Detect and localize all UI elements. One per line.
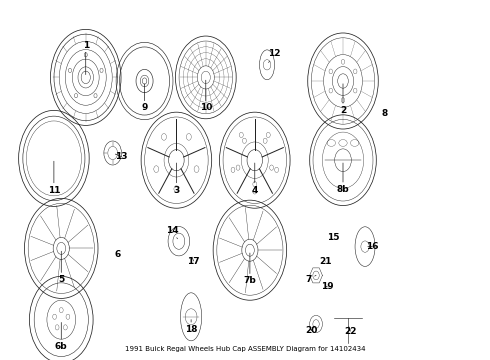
Text: 1: 1	[83, 40, 89, 75]
Text: 4: 4	[251, 163, 258, 194]
Text: 19: 19	[321, 282, 334, 291]
Text: 11: 11	[48, 161, 60, 194]
Text: 13: 13	[115, 152, 128, 161]
Text: 8b: 8b	[337, 163, 349, 194]
Text: 2: 2	[340, 84, 346, 115]
Text: 7: 7	[305, 274, 316, 284]
Text: 6: 6	[115, 250, 121, 259]
Text: 16: 16	[366, 242, 379, 251]
Text: 3: 3	[173, 163, 179, 194]
Text: 7b: 7b	[244, 253, 256, 285]
Text: 6b: 6b	[55, 323, 68, 351]
Text: 22: 22	[344, 327, 357, 336]
Text: 1991 Buick Regal Wheels Hub Cap ASSEMBLY Diagram for 14102434: 1991 Buick Regal Wheels Hub Cap ASSEMBLY…	[125, 346, 365, 352]
Text: 8: 8	[382, 109, 388, 118]
Text: 12: 12	[268, 49, 281, 63]
Text: 20: 20	[305, 326, 318, 335]
Text: 17: 17	[187, 256, 200, 265]
Text: 15: 15	[327, 233, 340, 242]
Text: 18: 18	[185, 320, 197, 334]
Text: 9: 9	[141, 84, 148, 112]
Text: 10: 10	[199, 80, 212, 112]
Text: 21: 21	[319, 256, 332, 265]
Text: 5: 5	[58, 251, 64, 284]
Text: 14: 14	[166, 226, 179, 239]
